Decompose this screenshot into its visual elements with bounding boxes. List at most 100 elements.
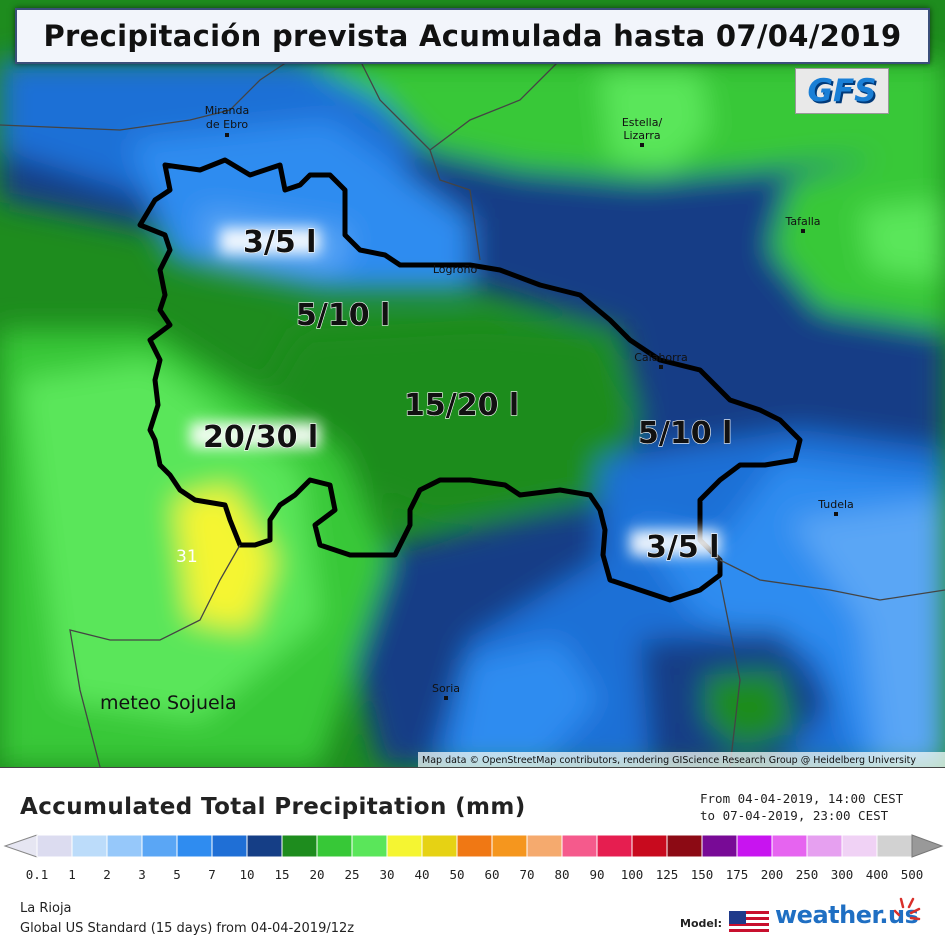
scale-arrow-left: [3, 834, 38, 858]
scale-tick-label: 3: [138, 867, 146, 882]
scale-tick-label: 90: [589, 867, 604, 882]
scale-tick-label: 30: [379, 867, 394, 882]
scale-tick-label: 10: [239, 867, 254, 882]
scale-swatch: [176, 834, 213, 858]
scale-tick-label: 200: [761, 867, 784, 882]
watermark: meteo Sojuela: [100, 692, 237, 714]
city-tafalla: Tafalla: [784, 215, 821, 233]
scale-swatch: [351, 834, 388, 858]
point-value: 31: [176, 547, 198, 567]
scale-swatch: [771, 834, 808, 858]
scale-swatch: [631, 834, 668, 858]
sun-icon: [893, 897, 921, 921]
scale-swatch: [386, 834, 423, 858]
svg-text:meteo Sojuela: meteo Sojuela: [100, 692, 237, 714]
scale-tick-label: 2: [103, 867, 111, 882]
svg-text:Logroño: Logroño: [433, 263, 478, 276]
brand-logo: weather.us: [775, 901, 919, 929]
scale-swatch: [596, 834, 633, 858]
region-borders: [0, 59, 945, 767]
map-title: Precipitación prevista Acumulada hasta 0…: [15, 8, 930, 64]
range-to: to 07-04-2019, 23:00 CEST: [700, 808, 889, 823]
scale-tick-label: 50: [449, 867, 464, 882]
scale-tick-label: 125: [656, 867, 679, 882]
label-nw: 3/5 l: [243, 225, 316, 260]
scale-swatch: [106, 834, 143, 858]
scale-swatch: [806, 834, 843, 858]
label-center: 15/20 l: [404, 388, 519, 423]
svg-text:Soria: Soria: [432, 682, 460, 695]
scale-tick-label: 40: [414, 867, 429, 882]
scale-tick-label: 70: [519, 867, 534, 882]
svg-text:Calahorra: Calahorra: [634, 351, 688, 364]
color-scale: 0.1 1 2 3 5 7 10 15 20 25 30 40 50 60 70 80 90 100 125 150 1…: [3, 834, 944, 882]
scale-tick-label: 500: [901, 867, 924, 882]
province-border: [137, 157, 803, 603]
scale-swatch: [36, 834, 73, 858]
svg-text:Lizarra: Lizarra: [623, 129, 660, 142]
attribution: Map data © OpenStreetMap contributors, r…: [418, 752, 945, 767]
model-info: Global US Standard (15 days) from 04-04-…: [20, 921, 355, 936]
city-logrono: Logroño: [433, 263, 478, 276]
scale-swatch: [421, 834, 458, 858]
label-se: 3/5 l: [646, 530, 719, 565]
city-estella: Estella/Lizarra: [622, 116, 663, 147]
scale-tick-label: 300: [831, 867, 854, 882]
scale-swatch: [561, 834, 598, 858]
svg-text:Miranda: Miranda: [205, 104, 250, 117]
scale-swatch: [666, 834, 703, 858]
scale-arrow-right: [911, 834, 944, 858]
scale-swatch: [526, 834, 563, 858]
scale-swatch: [281, 834, 318, 858]
us-flag-icon: [729, 911, 769, 935]
scale-tick-label: 20: [309, 867, 324, 882]
scale-swatch: [736, 834, 773, 858]
svg-text:Map data © OpenStreetMap contr: Map data © OpenStreetMap contributors, r…: [422, 755, 916, 766]
scale-tick-label: 150: [691, 867, 714, 882]
scale-tick-label: 250: [796, 867, 819, 882]
scale-swatch: [316, 834, 353, 858]
model-badge: GFS: [795, 68, 889, 114]
model-label: Model:: [680, 917, 723, 930]
scale-tick-label: 60: [484, 867, 499, 882]
scale-swatch: [876, 834, 913, 858]
svg-text:de Ebro: de Ebro: [206, 118, 248, 131]
label-glows: [190, 228, 720, 556]
city-soria: Soria: [432, 682, 460, 700]
scale-swatch: [841, 834, 878, 858]
region-name: La Rioja: [20, 901, 72, 916]
scale-tick-label: 175: [726, 867, 749, 882]
scale-tick-label: 80: [554, 867, 569, 882]
scale-tick-label: 5: [173, 867, 181, 882]
scale-swatch: [246, 834, 283, 858]
label-n: 5/10 l: [296, 298, 390, 333]
range-from: From 04-04-2019, 14:00 CEST: [700, 791, 904, 806]
scale-tick-label: 100: [621, 867, 644, 882]
city-calahorra: Calahorra: [634, 351, 688, 369]
label-west: 20/30 l: [203, 420, 318, 455]
precip-fields: [0, 0, 945, 767]
legend-time-range: From 04-04-2019, 14:00 CEST to 07-04-201…: [700, 790, 903, 824]
city-tudela: Tudela: [817, 498, 854, 516]
scale-tick-label: 25: [344, 867, 359, 882]
legend-panel: Accumulated Total Precipitation (mm) Fro…: [0, 767, 945, 945]
scale-swatch: [701, 834, 738, 858]
scale-tick-label: 400: [866, 867, 889, 882]
scale-swatch: [141, 834, 178, 858]
scale-tick-label: 7: [208, 867, 216, 882]
scale-swatch: [456, 834, 493, 858]
scale-tick-label: 0.1: [26, 867, 49, 882]
label-east: 5/10 l: [638, 416, 732, 451]
svg-text:Tafalla: Tafalla: [784, 215, 820, 228]
svg-text:Estella/: Estella/: [622, 116, 663, 129]
precip-labels: 3/5 l 5/10 l 15/20 l 20/30 l 5/10 l 3/5 …: [202, 224, 733, 565]
scale-tick-label: 15: [274, 867, 289, 882]
scale-swatch: [211, 834, 248, 858]
legend-title: Accumulated Total Precipitation (mm): [20, 794, 526, 820]
svg-text:Tudela: Tudela: [817, 498, 854, 511]
scale-swatch: [71, 834, 108, 858]
scale-tick-label: 1: [68, 867, 76, 882]
